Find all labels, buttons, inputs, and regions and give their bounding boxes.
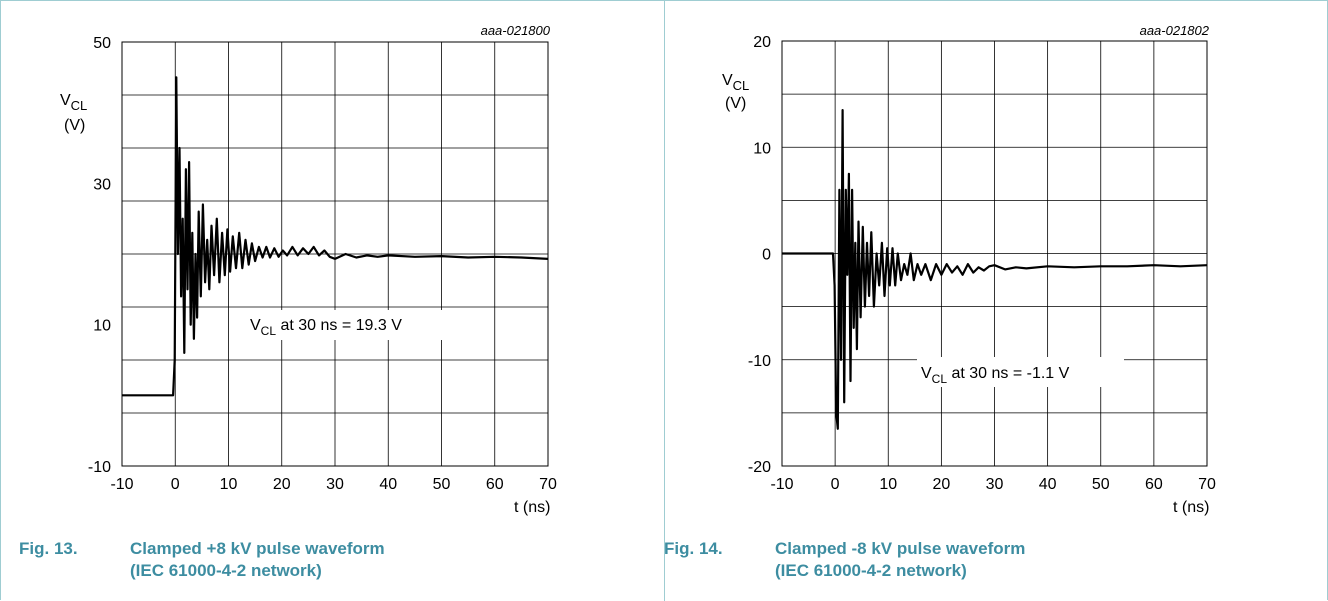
figure-id: aaa-021800 [481, 23, 551, 38]
x-tick-label: 10 [879, 476, 897, 493]
y-tick-label: -20 [748, 459, 771, 476]
x-tick-label: 0 [831, 476, 840, 493]
y-tick-label: -10 [748, 353, 771, 370]
x-axis-label: t (ns) [514, 499, 550, 516]
figure-caption: Fig. 13. Clamped +8 kV pulse waveform (IE… [19, 538, 385, 582]
caption-line-2: (IEC 61000-4-2 network) [664, 560, 1025, 582]
x-tick-label: 20 [932, 476, 950, 493]
x-tick-label: 40 [1039, 476, 1057, 493]
caption-line-1: Clamped -8 kV pulse waveform [775, 539, 1025, 558]
y-tick-label: 20 [753, 34, 771, 51]
x-tick-label: -10 [110, 476, 133, 493]
caption-line-1: Clamped +8 kV pulse waveform [130, 539, 385, 558]
x-tick-label: 50 [1092, 476, 1110, 493]
y-tick-label: 0 [762, 247, 771, 264]
figure-13-panel: aaa-021800 VCL (V) t (ns) -10 0 10 20 30 40 50… [0, 0, 664, 601]
chart-fig13: aaa-021800 VCL (V) t (ns) -10 0 10 20 30 40 50… [0, 0, 664, 540]
x-tick-label: 50 [433, 476, 451, 493]
y-axis-label: VCL [60, 92, 87, 113]
x-tick-label: 30 [326, 476, 344, 493]
y-tick-label: 50 [93, 35, 111, 52]
caption-number: Fig. 13. [19, 538, 130, 560]
y-axis-label: VCL [722, 72, 749, 93]
y-axis-unit: (V) [725, 95, 746, 112]
x-tick-label: 20 [273, 476, 291, 493]
x-tick-label: 70 [1198, 476, 1216, 493]
x-tick-label: 70 [539, 476, 557, 493]
x-tick-label: -10 [770, 476, 793, 493]
x-axis-label: t (ns) [1173, 499, 1209, 516]
y-tick-label: 10 [93, 318, 111, 335]
figure-caption: Fig. 14. Clamped -8 kV pulse waveform (IE… [664, 538, 1025, 582]
x-tick-label: 60 [486, 476, 504, 493]
chart-fig14: aaa-021802 VCL (V) t (ns) -10 0 10 20 30 40 50… [665, 0, 1328, 540]
caption-line-2: (IEC 61000-4-2 network) [19, 560, 385, 582]
x-tick-label: 60 [1145, 476, 1163, 493]
x-tick-label: 30 [986, 476, 1004, 493]
caption-number: Fig. 14. [664, 538, 775, 560]
figure-id: aaa-021802 [1140, 23, 1210, 38]
x-tick-label: 40 [379, 476, 397, 493]
y-tick-label: 30 [93, 176, 111, 193]
figure-14-panel: aaa-021802 VCL (V) t (ns) -10 0 10 20 30 40 50… [665, 0, 1328, 601]
x-tick-label: 0 [171, 476, 180, 493]
y-tick-label: -10 [88, 459, 111, 476]
y-tick-label: 10 [753, 140, 771, 157]
y-axis-unit: (V) [64, 117, 85, 134]
x-tick-label: 10 [220, 476, 238, 493]
